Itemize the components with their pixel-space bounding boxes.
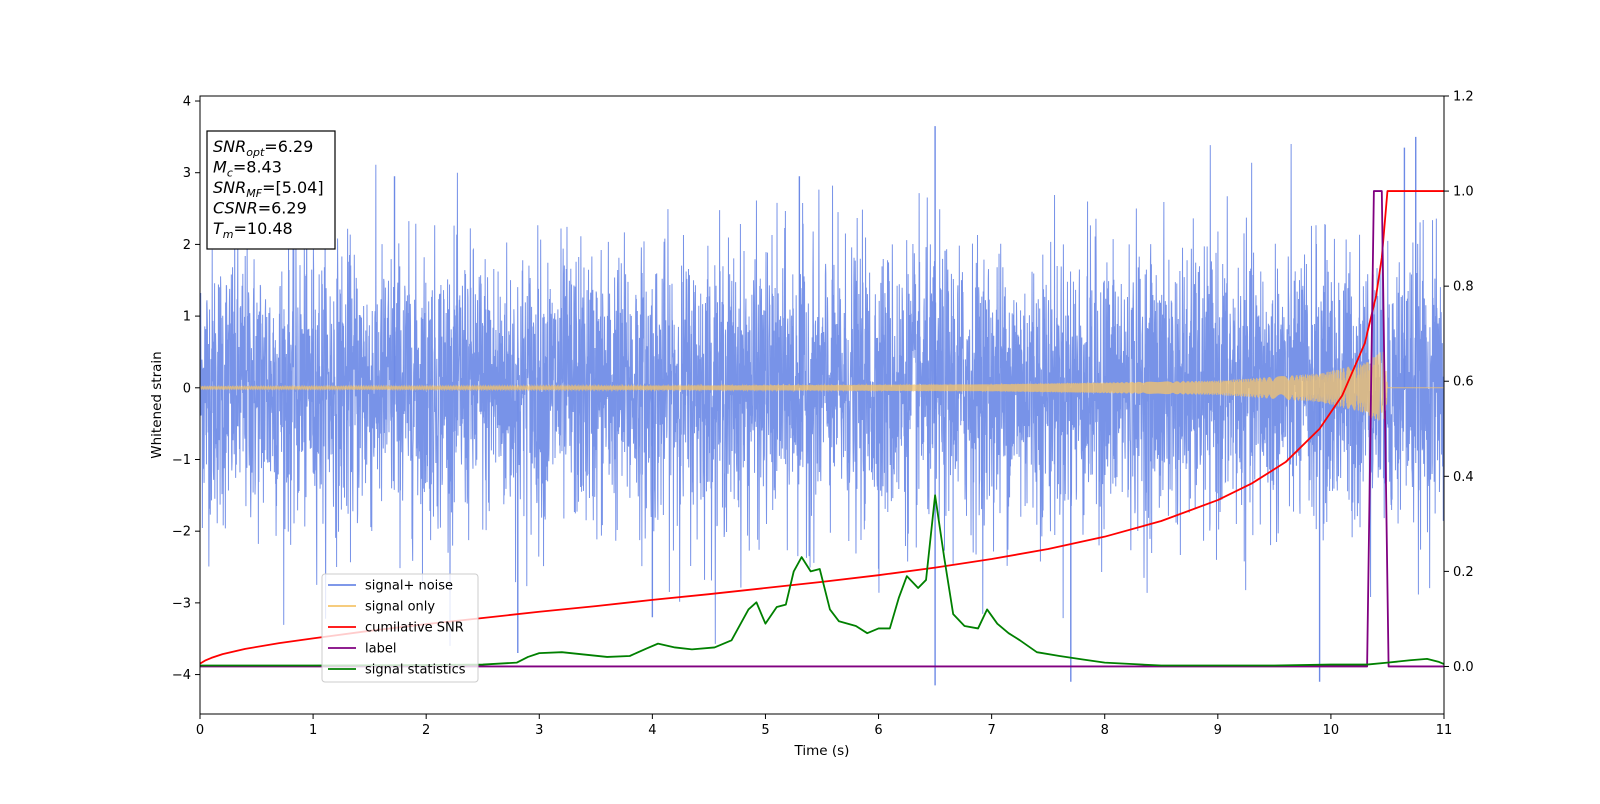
y-tick-label: 3: [183, 166, 191, 181]
x-axis-label: Time (s): [794, 743, 850, 759]
x-tick-label: 9: [1214, 723, 1222, 738]
annotation-value: =10.48: [234, 219, 293, 238]
annotation-name: CSNR: [213, 199, 258, 218]
y2-tick-label: 0.8: [1453, 280, 1474, 295]
annotation-name: SNR: [213, 137, 246, 156]
signal-statistics-line: [200, 494, 1444, 667]
y-tick-label: 1: [183, 310, 191, 325]
x-tick-label: 2: [422, 723, 430, 738]
annotation-name: M: [213, 158, 227, 177]
legend-label: signal+ noise: [365, 579, 453, 594]
y-tick-label: −2: [172, 525, 191, 540]
annotation-line: Mc=8.43: [213, 158, 282, 180]
y-tick-label: −1: [172, 453, 191, 468]
annotation-value: =6.29: [258, 199, 307, 218]
x-tick-label: 3: [535, 723, 543, 738]
annotation-subscript: c: [227, 167, 233, 180]
y-tick-label: 2: [183, 238, 191, 253]
signal-only-line: [200, 351, 1444, 425]
y2-tick-label: 0.0: [1453, 660, 1474, 675]
annotation-subscript: m: [223, 228, 234, 241]
label-line: [200, 190, 1444, 668]
y-tick-label: 4: [183, 95, 191, 110]
annotation-line: Tm=10.48: [213, 219, 293, 241]
x-tick-label: 7: [987, 723, 995, 738]
axes: 0 1 2 3 4 5 6 7 8 9 10 1143210−1−2−3−41.21.00.80.60…: [149, 90, 1474, 760]
y-tick-label: 0: [183, 381, 191, 396]
x-tick-label: 11: [1436, 723, 1453, 738]
annotation-line: SNRMF=[5.04]: [213, 178, 324, 200]
y2-tick-label: 0.4: [1453, 470, 1474, 485]
y2-tick-label: 1.0: [1453, 185, 1474, 200]
legend-label: label: [365, 642, 396, 657]
legend: signal+ noise signal only cumilative SNR la…: [321, 573, 479, 683]
y-tick-label: −3: [172, 596, 191, 611]
x-tick-label: 1: [309, 723, 317, 738]
y2-tick-label: 0.2: [1453, 565, 1474, 580]
x-tick-label: 5: [761, 723, 769, 738]
annotation-subscript: opt: [246, 146, 265, 159]
legend-label: signal statistics: [365, 663, 466, 678]
annotation-value: =8.43: [233, 158, 282, 177]
legend-label: signal only: [365, 600, 435, 615]
legend-label: cumilative SNR: [365, 621, 464, 636]
legend-frame: [321, 573, 479, 683]
y2-tick-label: 1.2: [1453, 90, 1474, 105]
annotation-name: T: [213, 219, 224, 238]
annotation-line: CSNR=6.29: [213, 199, 307, 218]
plot-area: [200, 126, 1444, 686]
cumilative-snr-line: [200, 190, 1444, 665]
x-tick-label: 4: [648, 723, 656, 738]
x-tick-label: 0: [196, 723, 204, 738]
x-tick-label: 6: [874, 723, 882, 738]
annotation-value: =6.29: [264, 137, 313, 156]
x-tick-label: 10: [1323, 723, 1340, 738]
y-axis-label: Whitened strain: [149, 351, 165, 458]
annotation-frame: [206, 130, 336, 250]
plot-frame: [199, 95, 1445, 715]
annotation-value: =[5.04]: [262, 178, 324, 197]
y2-tick-label: 0.6: [1453, 375, 1474, 390]
annotation-line: SNRopt=6.29: [213, 137, 313, 159]
annotation-subscript: MF: [246, 187, 262, 200]
y-tick-label: −4: [172, 668, 191, 683]
annotation-name: SNR: [213, 178, 246, 197]
annotation-box: SNRopt=6.29Mc=8.43SNRMF=[5.04]CSNR=6.29T…: [206, 130, 336, 250]
x-tick-label: 8: [1101, 723, 1109, 738]
